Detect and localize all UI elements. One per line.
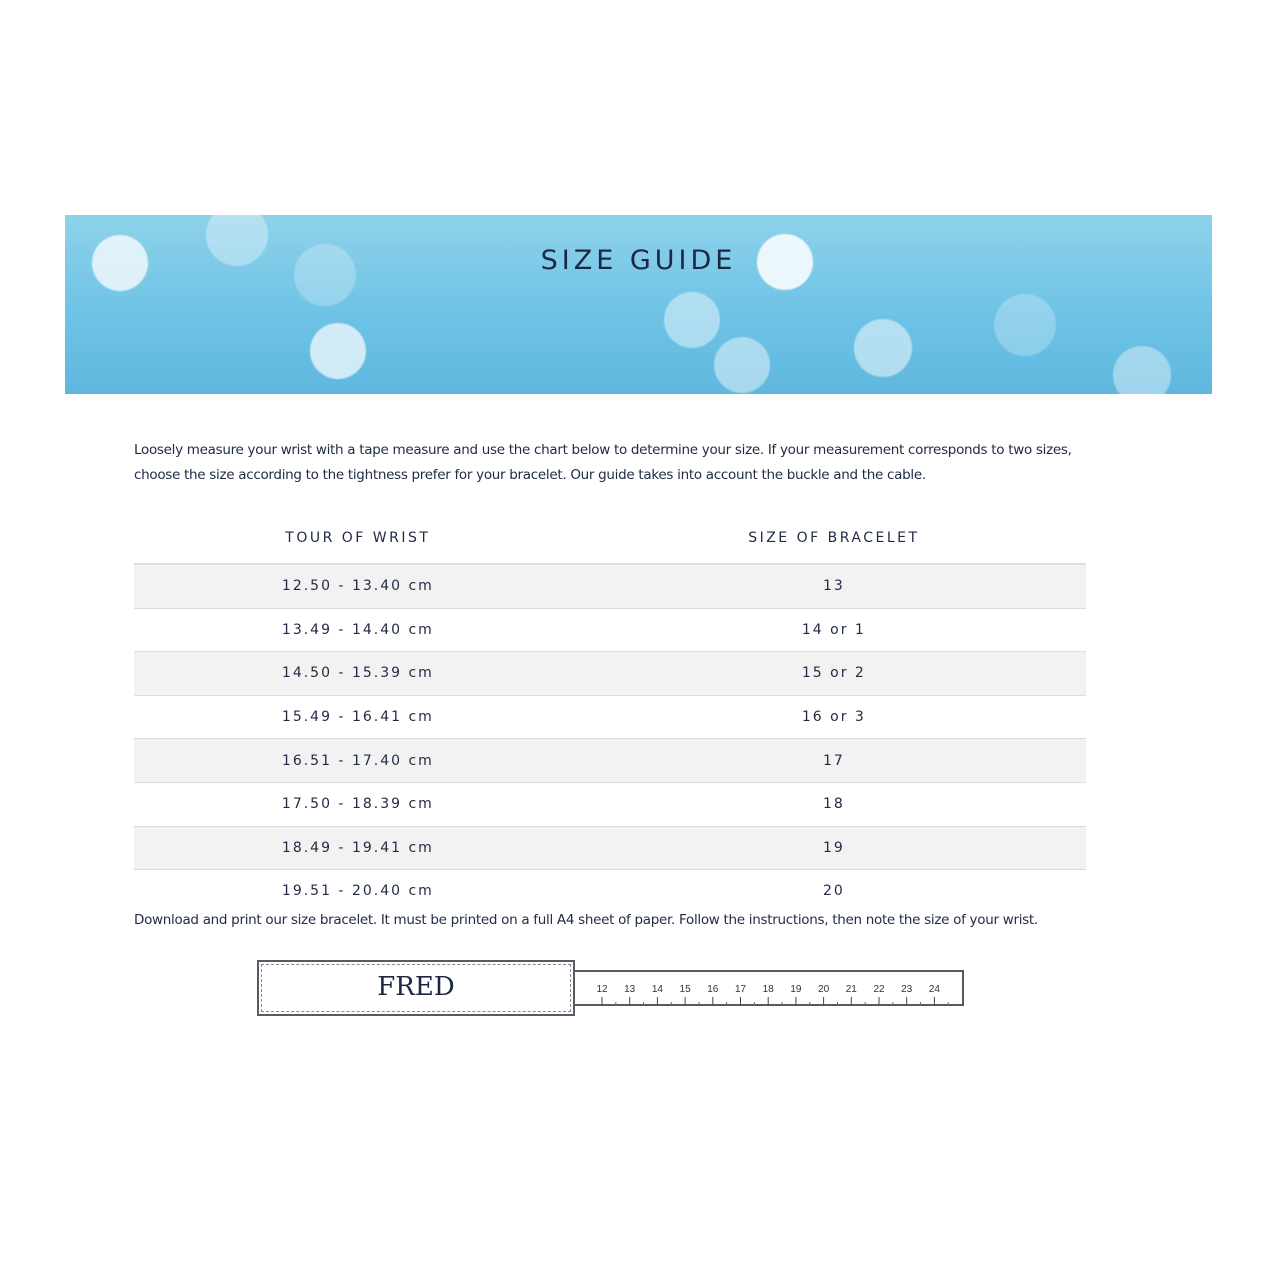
- ruler-label: 16: [707, 984, 719, 995]
- table-row: 18.49 - 19.41 cm 19: [134, 825, 1086, 870]
- table-header-row: TOUR OF WRIST SIZE OF BRACELET: [134, 512, 1086, 564]
- ruler-label: 20: [818, 984, 830, 995]
- bracelet-size-cell: 20: [581, 869, 1086, 913]
- wrist-measurement-cell: 14.50 - 15.39 cm: [134, 651, 582, 696]
- fred-logo: FRED: [377, 972, 455, 1002]
- bracelet-size-cell: 14 or 1: [581, 607, 1086, 652]
- download-note[interactable]: Download and print our size bracelet. It…: [134, 912, 1038, 928]
- table-row: 14.50 - 15.39 cm 15 or 2: [134, 651, 1086, 696]
- bracelet-size-cell: 19: [581, 825, 1086, 870]
- table-row: 12.50 - 13.40 cm 13: [134, 562, 1086, 609]
- wrist-measurement-cell: 19.51 - 20.40 cm: [134, 869, 582, 913]
- ruler-label: 12: [596, 984, 608, 995]
- header-tour-of-wrist: TOUR OF WRIST: [285, 529, 431, 546]
- wrist-measurement-cell: 17.50 - 18.39 cm: [134, 781, 582, 827]
- printable-bracelet-tag: FRED: [257, 960, 575, 1016]
- wrist-measurement-cell: 18.49 - 19.41 cm: [134, 825, 582, 870]
- ruler-label: 21: [846, 984, 858, 995]
- size-table: TOUR OF WRIST SIZE OF BRACELET 12.50 - 1…: [134, 512, 1086, 913]
- ruler-label: 13: [624, 984, 636, 995]
- wrist-measurement-cell: 13.49 - 14.40 cm: [134, 607, 582, 652]
- wrist-measurement-cell: 12.50 - 13.40 cm: [134, 562, 582, 609]
- ruler-label: 23: [901, 984, 913, 995]
- bracelet-size-cell: 17: [581, 738, 1086, 783]
- printable-bracelet-ruler: 12 13 14 15 16 17 18 19 20 21 22 23 24: [575, 970, 964, 1006]
- table-row: 17.50 - 18.39 cm 18: [134, 781, 1086, 827]
- header-size-of-bracelet: SIZE OF BRACELET: [748, 529, 920, 546]
- bracelet-size-cell: 16 or 3: [581, 694, 1086, 739]
- table-row: 19.51 - 20.40 cm 20: [134, 869, 1086, 913]
- ruler-label: 22: [873, 984, 885, 995]
- bracelet-size-cell: 13: [581, 562, 1086, 609]
- page-title: SIZE GUIDE: [540, 245, 737, 276]
- ruler-label: 24: [929, 984, 941, 995]
- ruler-label: 18: [763, 984, 775, 995]
- table-row: 16.51 - 17.40 cm 17: [134, 738, 1086, 783]
- bracelet-size-cell: 18: [581, 781, 1086, 827]
- ruler-label: 19: [790, 984, 802, 995]
- ruler-scale: 12 13 14 15 16 17 18 19 20 21 22 23 24: [596, 984, 949, 1006]
- size-guide-banner: SIZE GUIDE: [65, 215, 1212, 394]
- intro-text: Loosely measure your wrist with a tape m…: [134, 442, 1072, 483]
- bracelet-size-cell: 15 or 2: [581, 651, 1086, 696]
- wrist-measurement-cell: 16.51 - 17.40 cm: [134, 738, 582, 783]
- ruler-label: 17: [735, 984, 747, 995]
- ruler-label: 14: [652, 984, 664, 995]
- table-row: 15.49 - 16.41 cm 16 or 3: [134, 694, 1086, 739]
- table-row: 13.49 - 14.40 cm 14 or 1: [134, 607, 1086, 652]
- ruler-label: 15: [680, 984, 692, 995]
- wrist-measurement-cell: 15.49 - 16.41 cm: [134, 694, 582, 739]
